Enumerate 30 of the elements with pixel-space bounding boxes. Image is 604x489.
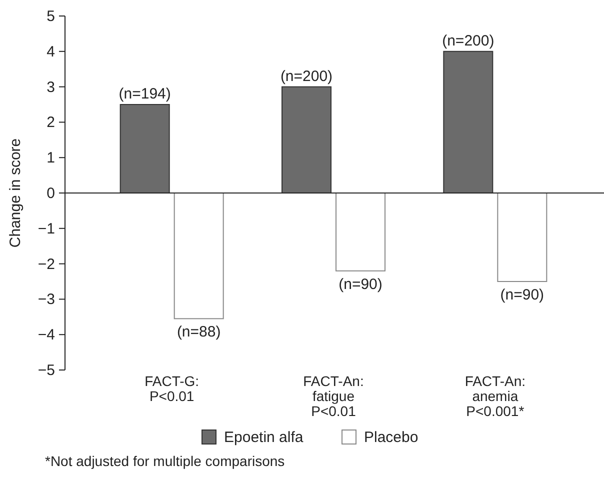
y-tick-label: 4 [46,43,55,60]
legend-label: Placebo [364,429,418,446]
annotation: (n=200) [280,68,333,85]
y-tick-label: −1 [38,220,55,238]
y-tick-label: −5 [38,362,55,379]
annotation: (n=200) [442,32,494,50]
annotation: (n=194) [118,86,171,102]
annotation: (n=90) [338,276,382,293]
y-tick-label: 0 [46,185,55,202]
annotation: (n=88) [176,324,221,341]
y-tick-label: −2 [38,256,55,273]
x-tick-label: FACT-G: P<0.01 [144,373,200,404]
x-tick-label: FACT-An: fatigue P<0.01 [303,373,364,419]
bar [174,192,224,320]
text: *Not adjusted for multiple comparisons [45,453,285,469]
bar [443,50,494,194]
y-axis-title: Change in score [7,138,24,248]
y-tick-label: 2 [46,114,55,132]
legend-label: Epoetin alfa [224,429,304,446]
y-tick-label: 3 [46,78,55,96]
bar [282,86,332,194]
x-tick-label: FACT-An: anemia P<0.001* [464,373,526,419]
y-tick-label: 5 [46,8,55,25]
annotation: (n=90) [500,286,544,304]
y-tick-label: −4 [38,326,55,344]
y-tick-label: 1 [46,150,55,167]
bar [120,104,170,194]
y-tick-label: −3 [38,291,55,308]
bar [497,192,548,282]
bar [336,192,386,272]
